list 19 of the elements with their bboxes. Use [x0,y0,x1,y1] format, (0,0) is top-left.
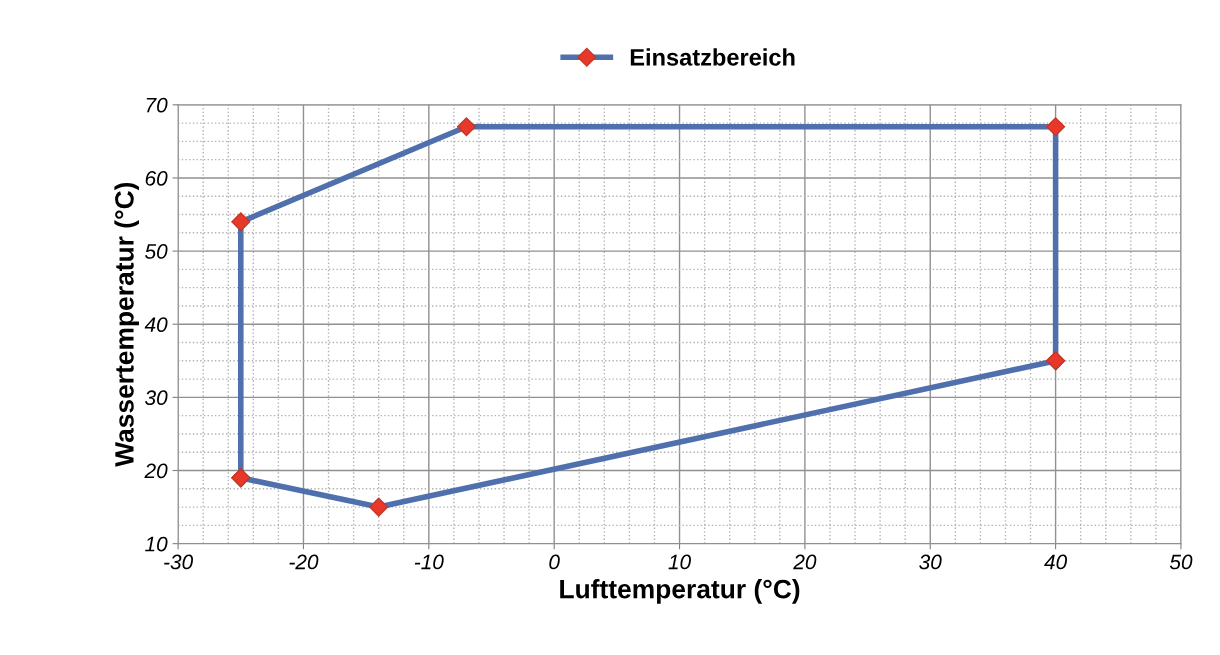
y-tick-label: 10 [145,536,168,552]
y-tick-label: 30 [145,390,168,406]
x-tick-label: 50 [1169,554,1193,570]
y-tick-label: 60 [145,170,168,186]
y-tick-label: 40 [144,317,168,332]
x-axis-title: Lufttemperatur (°C) [560,579,800,604]
x-tick-label: 0 [549,554,560,570]
y-axis-title: Wassertemperatur (°C) [114,182,139,467]
x-tick-label: 30 [919,554,942,570]
x-tick-label: 20 [793,554,817,570]
x-tick-label: -20 [289,554,319,570]
y-tick-label: 50 [145,244,168,259]
y-tick-label: 70 [146,97,168,113]
legend-label: Einsatzbereich [630,48,795,66]
x-tick-label: -10 [414,554,444,570]
y-tick-label: 20 [144,463,168,479]
x-tick-label: 10 [668,554,691,570]
x-tick-label: 40 [1044,554,1068,570]
x-tick-label: -30 [164,554,193,570]
